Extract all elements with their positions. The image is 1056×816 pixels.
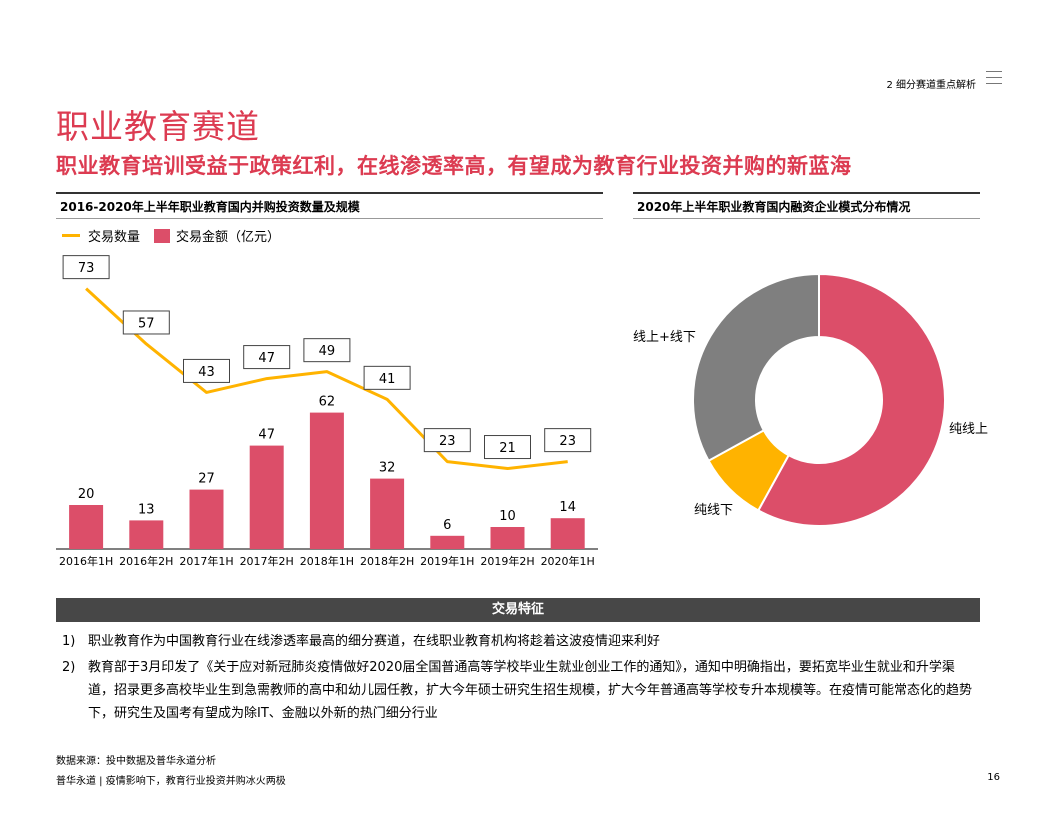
menu-icon[interactable] xyxy=(986,71,1002,85)
line-series xyxy=(85,287,568,471)
right-chart-title: 2020年上半年职业教育国内融资企业模式分布情况 xyxy=(637,200,911,214)
slice-label: 纯线下 xyxy=(694,503,733,518)
x-tick-label: 2016年2H xyxy=(119,554,173,568)
x-tick-label: 2018年1H xyxy=(300,554,354,568)
bar-legend-swatch xyxy=(154,228,171,243)
bar xyxy=(430,535,465,549)
x-tick-label: 2020年1H xyxy=(541,554,595,568)
chart-title-rule-top xyxy=(56,192,603,194)
bar-value-label: 20 xyxy=(78,487,95,502)
x-tick-label: 2018年2H xyxy=(360,554,414,568)
line-value-box xyxy=(122,310,170,335)
features-heading: 交易特征 xyxy=(56,598,980,622)
x-tick-label: 2017年2H xyxy=(240,554,294,568)
bar-value-label: 6 xyxy=(443,518,451,533)
right-chart-rule-top xyxy=(633,192,980,194)
bar xyxy=(249,445,284,549)
line-value-label: 23 xyxy=(439,434,456,449)
bar xyxy=(370,478,405,549)
line-legend-label: 交易数量 xyxy=(88,230,141,245)
line-value-label: 57 xyxy=(138,316,155,331)
bar-value-label: 14 xyxy=(559,500,576,515)
feature-num: 2) xyxy=(62,660,76,675)
bar-value-label: 32 xyxy=(379,461,396,476)
line-value-box xyxy=(423,428,471,453)
line-legend-swatch xyxy=(62,234,80,237)
left-chart-legend: 交易数量 交易金额（亿元） xyxy=(62,226,280,245)
bar-value-label: 47 xyxy=(258,428,275,443)
bar xyxy=(69,505,104,549)
line-value-label: 41 xyxy=(379,372,396,387)
feature-text: 职业教育作为中国教育行业在线渗透率最高的细分赛道，在线职业教育机构将趁着这波疫情… xyxy=(88,634,661,649)
feature-text: 教育部于3月印发了《关于应对新冠肺炎疫情做好2020届全国普通高等学校毕业生就业… xyxy=(88,660,973,721)
feature-item-2: 2) 教育部于3月印发了《关于应对新冠肺炎疫情做好2020届全国普通高等学校毕业… xyxy=(62,656,980,725)
bar-value-label: 27 xyxy=(198,472,215,487)
features-list: 1) 职业教育作为中国教育行业在线渗透率最高的细分赛道，在线职业教育机构将趁着这… xyxy=(62,630,980,728)
line-value-box xyxy=(484,435,531,460)
line-value-box xyxy=(183,358,230,383)
data-source: 数据来源：投中数据及普华永道分析 xyxy=(56,756,216,767)
left-chart-title: 2016-2020年上半年职业教育国内并购投资数量及规模 xyxy=(60,200,360,214)
donut-slice xyxy=(756,272,946,527)
line-value-label: 73 xyxy=(78,261,95,276)
line-value-box xyxy=(243,345,291,370)
line-value-box xyxy=(544,428,592,453)
line-value-label: 43 xyxy=(198,365,215,380)
line-value-label: 47 xyxy=(258,351,275,366)
page-number: 16 xyxy=(987,772,1000,783)
bar-value-label: 10 xyxy=(499,509,516,524)
x-tick-label: 2019年1H xyxy=(420,554,474,568)
feature-item-1: 1) 职业教育作为中国教育行业在线渗透率最高的细分赛道，在线职业教育机构将趁着这… xyxy=(62,630,980,653)
x-tick-label: 2019年2H xyxy=(480,554,534,568)
bar xyxy=(129,520,164,549)
line-value-label: 21 xyxy=(499,441,516,456)
bar-value-label: 62 xyxy=(319,395,336,410)
line-value-box xyxy=(62,255,110,280)
bar-line-chart: 20 2016年1H 13 2016年2H 27 2017年1H 47 2017年2H 62 20… xyxy=(56,255,598,568)
bar xyxy=(490,527,525,549)
bar xyxy=(189,489,224,549)
page-subtitle: 职业教育培训受益于政策红利，在线渗透率高，有望成为教育行业投资并购的新蓝海 xyxy=(56,154,852,178)
slice-label: 线上+线下 xyxy=(633,330,696,345)
line-value-box xyxy=(303,338,351,363)
footer-text: 普华永道 | 疫情影响下，教育行业投资并购冰火两极 xyxy=(56,776,286,787)
bar xyxy=(309,412,344,549)
x-tick-label: 2017年1H xyxy=(179,554,233,568)
section-tag: 2 细分赛道重点解析 xyxy=(886,80,976,91)
chart-title-rule-bottom xyxy=(56,218,603,219)
donut-slice xyxy=(692,272,820,463)
page-title: 职业教育赛道 xyxy=(56,107,260,146)
right-chart-rule-bottom xyxy=(633,218,980,219)
line-value-box xyxy=(363,365,411,390)
bar-value-label: 13 xyxy=(138,502,155,517)
feature-num: 1) xyxy=(62,634,76,649)
line-value-label: 23 xyxy=(559,434,576,449)
x-tick-label: 2016年1H xyxy=(59,554,113,568)
slice-label: 纯线上 xyxy=(949,422,988,437)
bar-legend-label: 交易金额（亿元） xyxy=(176,230,281,245)
line-value-label: 49 xyxy=(319,344,336,359)
bar xyxy=(550,518,585,549)
